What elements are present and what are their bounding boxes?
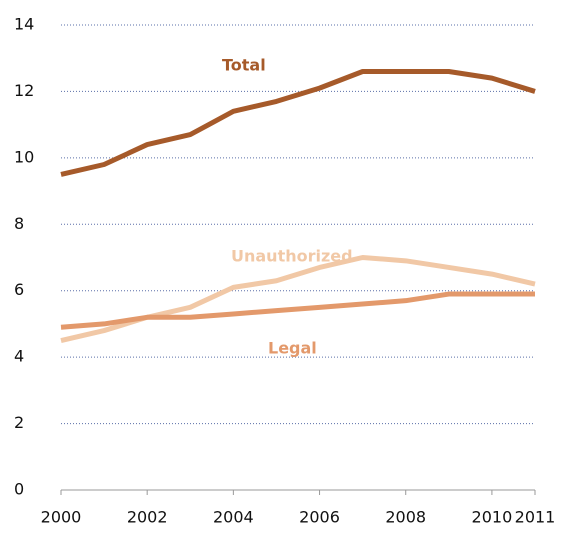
x-tick-label: 2010 [472, 508, 513, 527]
y-tick-label: 2 [14, 413, 24, 432]
series-line [60, 255, 536, 343]
series-label: Total [222, 56, 266, 75]
y-tick-label: 10 [14, 147, 34, 166]
y-tick-label: 4 [14, 347, 24, 366]
x-tick-label: 2004 [213, 508, 254, 527]
x-tick-label: 2002 [127, 508, 168, 527]
y-tick-label: 6 [14, 280, 24, 299]
y-tick-label: 8 [14, 214, 24, 233]
x-tick-label: 2000 [41, 508, 82, 527]
y-tick-label: 12 [14, 81, 34, 100]
x-tick-label: 2008 [385, 508, 426, 527]
y-tick-label: 14 [14, 15, 34, 34]
x-tick-label: 2006 [299, 508, 340, 527]
series-line [60, 69, 536, 177]
series-label: Unauthorized [231, 247, 353, 266]
series-label: Legal [268, 339, 317, 358]
y-tick-label: 0 [14, 480, 24, 499]
x-tick-label: 2011 [515, 508, 556, 527]
series-line [60, 291, 535, 330]
